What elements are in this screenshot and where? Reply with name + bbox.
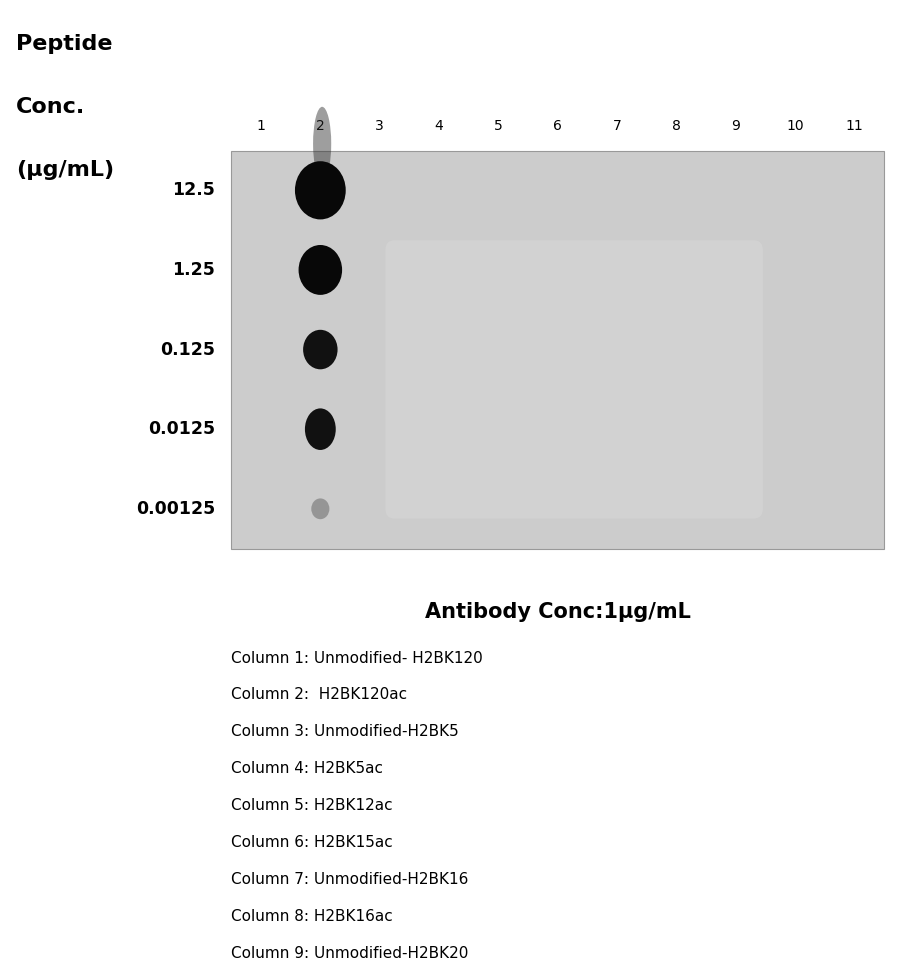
Text: 7: 7	[613, 119, 621, 133]
Text: Conc.: Conc.	[16, 97, 85, 117]
Text: Column 8: H2BK16ac: Column 8: H2BK16ac	[231, 909, 393, 923]
Text: 5: 5	[494, 119, 502, 133]
Text: Column 6: H2BK15ac: Column 6: H2BK15ac	[231, 835, 393, 850]
Ellipse shape	[313, 107, 331, 181]
Ellipse shape	[311, 498, 329, 519]
Text: Column 3: Unmodified-H2BK5: Column 3: Unmodified-H2BK5	[231, 724, 459, 739]
Text: 1: 1	[257, 119, 266, 133]
Text: 6: 6	[553, 119, 562, 133]
Text: 1.25: 1.25	[172, 261, 215, 279]
Text: 10: 10	[786, 119, 805, 133]
Text: 12.5: 12.5	[172, 182, 215, 199]
Text: Column 2:  H2BK120ac: Column 2: H2BK120ac	[231, 687, 407, 702]
Text: 4: 4	[434, 119, 444, 133]
Ellipse shape	[295, 161, 346, 219]
Text: (μg/mL): (μg/mL)	[16, 160, 114, 181]
FancyBboxPatch shape	[231, 151, 884, 549]
Text: Peptide: Peptide	[16, 34, 112, 54]
Text: Column 9: Unmodified-H2BK20: Column 9: Unmodified-H2BK20	[231, 946, 469, 960]
Text: 3: 3	[375, 119, 384, 133]
Text: Column 7: Unmodified-H2BK16: Column 7: Unmodified-H2BK16	[231, 872, 469, 887]
Ellipse shape	[298, 245, 342, 295]
FancyBboxPatch shape	[385, 241, 763, 519]
Text: 2: 2	[316, 119, 325, 133]
Text: 0.0125: 0.0125	[148, 420, 215, 438]
Text: 0.125: 0.125	[160, 341, 215, 358]
Ellipse shape	[303, 330, 337, 369]
Text: 8: 8	[672, 119, 681, 133]
Text: 11: 11	[845, 119, 863, 133]
Text: Column 4: H2BK5ac: Column 4: H2BK5ac	[231, 761, 384, 776]
Text: Column 5: H2BK12ac: Column 5: H2BK12ac	[231, 798, 393, 813]
Text: Antibody Conc:1μg/mL: Antibody Conc:1μg/mL	[424, 602, 691, 622]
Text: 9: 9	[731, 119, 740, 133]
Text: 0.00125: 0.00125	[136, 500, 215, 518]
Text: Column 1: Unmodified- H2BK120: Column 1: Unmodified- H2BK120	[231, 651, 483, 665]
Ellipse shape	[305, 409, 336, 450]
